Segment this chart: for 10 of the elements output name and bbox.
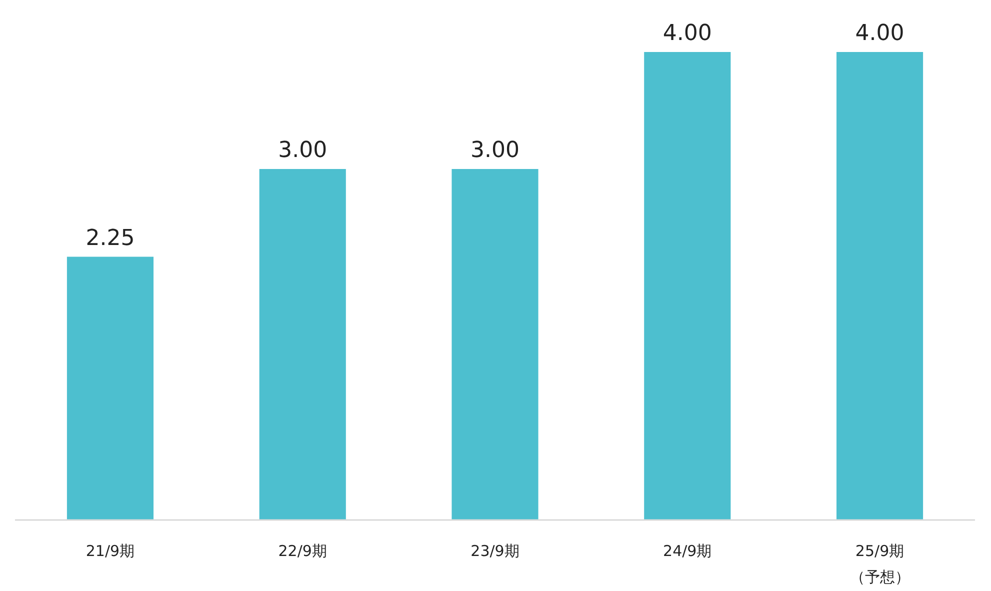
data-label: 3.00 xyxy=(278,138,328,163)
x-tick-label: 22/9期 xyxy=(278,542,327,560)
x-tick-label: 25/9期（予想） xyxy=(850,542,910,586)
x-tick-label: 23/9期 xyxy=(470,542,520,560)
data-label: 2.25 xyxy=(86,226,135,251)
data-label: 3.00 xyxy=(470,138,520,163)
data-label: 4.00 xyxy=(662,21,712,46)
x-tick-label: 24/9期 xyxy=(663,542,712,560)
data-label: 4.00 xyxy=(855,21,904,46)
x-tick-label: 21/9期 xyxy=(86,542,135,560)
